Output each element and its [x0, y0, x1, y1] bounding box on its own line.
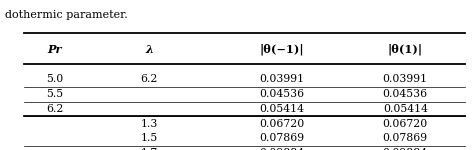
Text: 6.2: 6.2 [46, 104, 63, 114]
Text: 5.0: 5.0 [46, 75, 63, 84]
Text: |θ(−1)|: |θ(−1)| [260, 44, 304, 55]
Text: 0.07869: 0.07869 [383, 133, 428, 143]
Text: Pr: Pr [47, 44, 62, 55]
Text: 0.05414: 0.05414 [260, 104, 304, 114]
Text: 0.03991: 0.03991 [259, 75, 305, 84]
Text: 0.09884: 0.09884 [259, 148, 305, 150]
Text: 0.09884: 0.09884 [383, 148, 428, 150]
Text: 0.07869: 0.07869 [259, 133, 305, 143]
Text: 0.04536: 0.04536 [259, 89, 305, 99]
Text: 6.2: 6.2 [141, 75, 158, 84]
Text: 0.03991: 0.03991 [383, 75, 428, 84]
Text: 0.04536: 0.04536 [383, 89, 428, 99]
Text: λ: λ [146, 44, 153, 55]
Text: dothermic parameter.: dothermic parameter. [5, 11, 128, 21]
Text: 1.3: 1.3 [141, 119, 158, 129]
Text: 5.5: 5.5 [46, 89, 63, 99]
Text: 0.06720: 0.06720 [383, 119, 428, 129]
Text: 0.06720: 0.06720 [259, 119, 305, 129]
Text: 1.5: 1.5 [141, 133, 158, 143]
Text: 1.7: 1.7 [141, 148, 158, 150]
Text: |θ(1)|: |θ(1)| [388, 44, 423, 55]
Text: 0.05414: 0.05414 [383, 104, 428, 114]
